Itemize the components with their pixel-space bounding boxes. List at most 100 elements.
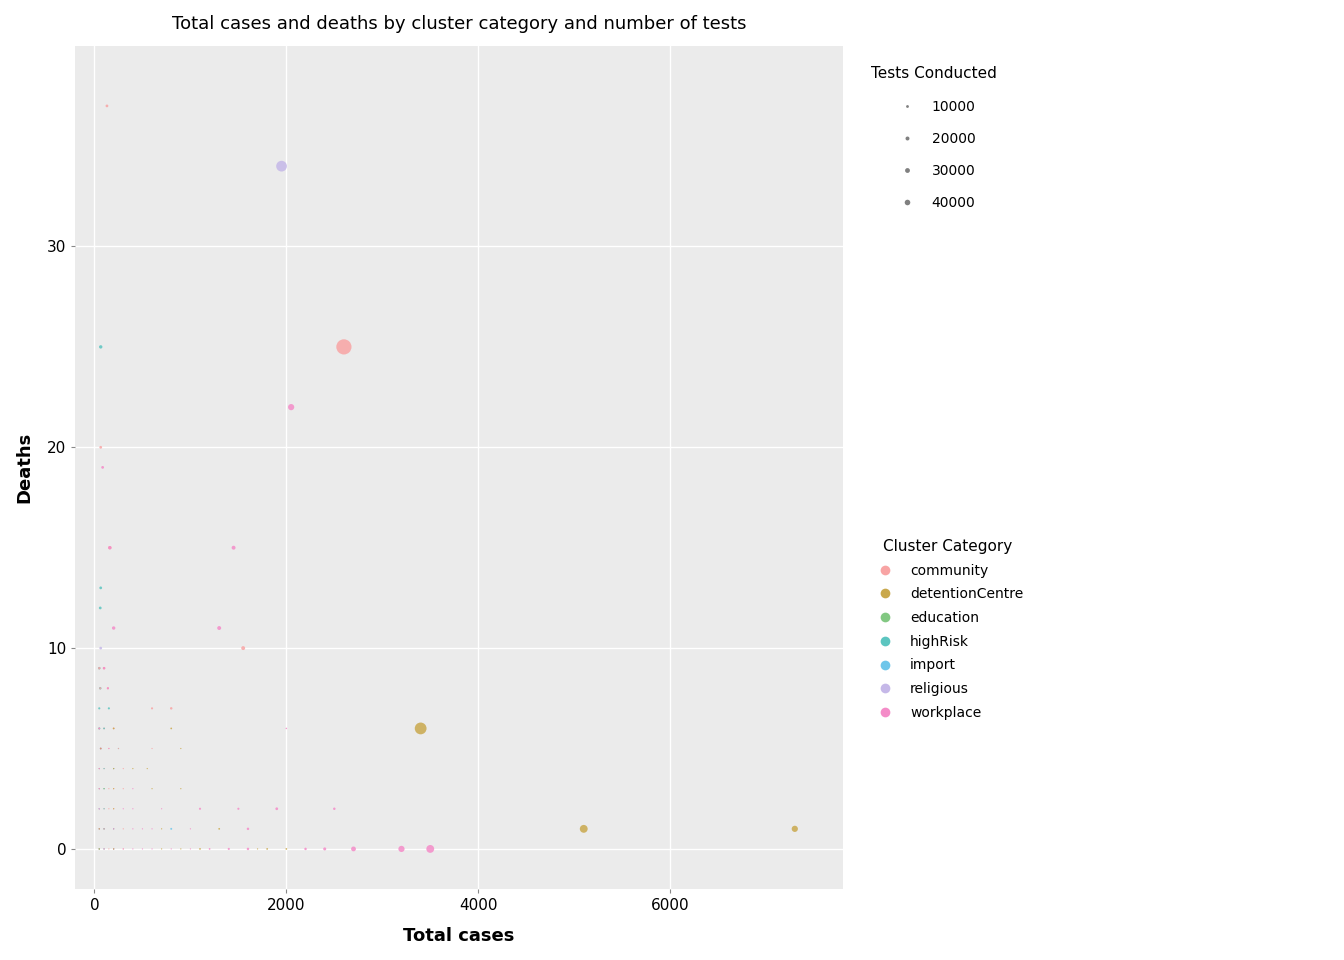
- Point: [122, 821, 144, 836]
- Point: [141, 701, 163, 716]
- Point: [257, 841, 278, 856]
- Point: [89, 841, 110, 856]
- Point: [93, 781, 114, 797]
- Point: [137, 761, 159, 777]
- Point: [90, 741, 112, 756]
- Point: [89, 721, 110, 736]
- Point: [132, 841, 153, 856]
- Point: [90, 600, 112, 615]
- Point: [93, 821, 114, 836]
- Point: [90, 580, 112, 595]
- Point: [180, 841, 202, 856]
- Point: [97, 681, 118, 696]
- Point: [113, 781, 134, 797]
- Point: [180, 821, 202, 836]
- Point: [410, 721, 431, 736]
- Point: [141, 821, 163, 836]
- Point: [103, 721, 125, 736]
- Point: [90, 741, 112, 756]
- Point: [208, 821, 230, 836]
- Point: [171, 741, 192, 756]
- Point: [238, 821, 259, 836]
- Point: [103, 841, 125, 856]
- Point: [151, 841, 172, 856]
- Point: [93, 781, 114, 797]
- Point: [90, 440, 112, 455]
- Point: [324, 801, 345, 816]
- Point: [89, 721, 110, 736]
- Point: [784, 821, 805, 836]
- Point: [93, 660, 114, 676]
- Point: [103, 761, 125, 777]
- Point: [93, 821, 114, 836]
- Point: [122, 841, 144, 856]
- Point: [108, 741, 129, 756]
- Point: [238, 841, 259, 856]
- Point: [98, 741, 120, 756]
- Point: [103, 841, 125, 856]
- Point: [103, 841, 125, 856]
- Point: [89, 701, 110, 716]
- Point: [276, 721, 297, 736]
- Point: [190, 841, 211, 856]
- Point: [89, 841, 110, 856]
- Point: [93, 841, 114, 856]
- Point: [93, 841, 114, 856]
- Point: [99, 540, 121, 556]
- X-axis label: Total cases: Total cases: [403, 927, 515, 945]
- Point: [89, 781, 110, 797]
- Point: [247, 841, 269, 856]
- Y-axis label: Deaths: Deaths: [15, 432, 34, 503]
- Point: [89, 660, 110, 676]
- Point: [122, 781, 144, 797]
- Point: [103, 620, 125, 636]
- Point: [103, 721, 125, 736]
- Point: [89, 801, 110, 816]
- Point: [108, 741, 129, 756]
- Point: [113, 841, 134, 856]
- Point: [276, 841, 297, 856]
- Point: [103, 821, 125, 836]
- Point: [103, 801, 125, 816]
- Point: [333, 339, 355, 354]
- Point: [98, 701, 120, 716]
- Point: [93, 721, 114, 736]
- Point: [151, 821, 172, 836]
- Point: [132, 821, 153, 836]
- Point: [103, 821, 125, 836]
- Point: [113, 761, 134, 777]
- Point: [90, 681, 112, 696]
- Point: [103, 781, 125, 797]
- Title: Total cases and deaths by cluster category and number of tests: Total cases and deaths by cluster catego…: [172, 15, 746, 33]
- Point: [91, 460, 113, 475]
- Point: [89, 821, 110, 836]
- Point: [141, 781, 163, 797]
- Point: [93, 801, 114, 816]
- Point: [103, 781, 125, 797]
- Point: [93, 801, 114, 816]
- Point: [90, 640, 112, 656]
- Point: [89, 761, 110, 777]
- Point: [89, 821, 110, 836]
- Point: [171, 841, 192, 856]
- Point: [573, 821, 594, 836]
- Point: [89, 841, 110, 856]
- Point: [233, 640, 254, 656]
- Point: [190, 801, 211, 816]
- Point: [199, 841, 220, 856]
- Point: [89, 761, 110, 777]
- Point: [89, 801, 110, 816]
- Point: [89, 821, 110, 836]
- Point: [89, 841, 110, 856]
- Point: [103, 821, 125, 836]
- Point: [89, 841, 110, 856]
- Point: [89, 721, 110, 736]
- Point: [294, 841, 316, 856]
- Point: [171, 781, 192, 797]
- Point: [223, 540, 245, 556]
- Point: [151, 801, 172, 816]
- Point: [113, 821, 134, 836]
- Point: [98, 741, 120, 756]
- Point: [160, 841, 181, 856]
- Point: [89, 801, 110, 816]
